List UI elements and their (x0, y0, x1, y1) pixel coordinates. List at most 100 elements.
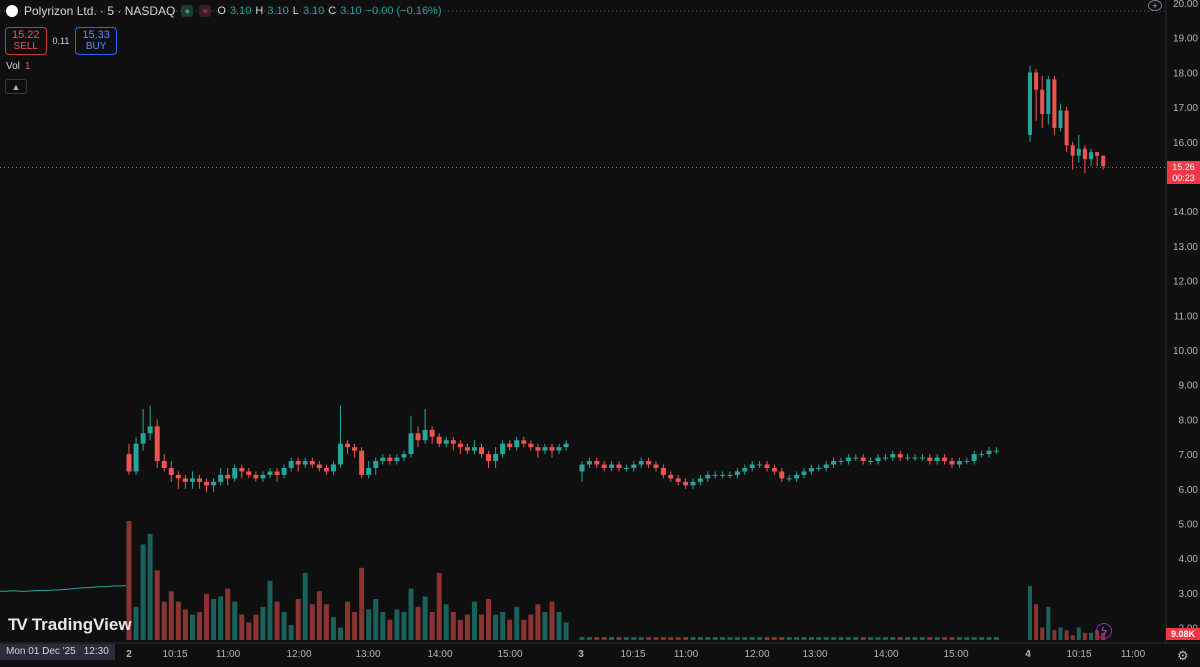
dec2-candle-body (486, 454, 492, 462)
time-tick-label: 10:15 (1066, 649, 1091, 660)
dec3-candle-body (845, 457, 851, 462)
dec3-candle-body (986, 450, 992, 455)
dec3-volume-bar (919, 637, 925, 640)
dec2-candle-body (295, 461, 301, 465)
dec3-candle-body (675, 478, 681, 482)
dec3-volume-bar (801, 637, 807, 640)
dec4-volume-bar (1064, 630, 1069, 640)
dec3-volume-bar (594, 637, 600, 640)
dec2-candle-body (387, 457, 393, 462)
dec2-candle-body (133, 443, 139, 472)
dec3-volume-bar (845, 637, 851, 640)
time-tick-label: 3 (578, 649, 584, 660)
dec3-volume-bar (934, 637, 940, 640)
chevron-up-icon[interactable]: ▲ (5, 79, 27, 94)
dec3-volume-bar (927, 637, 933, 640)
dec4-candle-body (1064, 110, 1069, 146)
symbol-title[interactable]: Polyrizon Ltd. · 5 · NASDAQ (24, 4, 176, 18)
dec2-candle-body (345, 443, 351, 448)
dec3-candle-body (579, 464, 585, 472)
dec2-volume-bar (500, 612, 506, 640)
price-change: −0.00 (−0.16%) (365, 5, 442, 17)
dec2-candle-body (182, 478, 188, 482)
price-tick-label: 7.00 (1179, 450, 1199, 461)
dec2-volume-bar (535, 604, 541, 640)
dec3-candle-body (882, 457, 888, 459)
dec2-volume-bar (168, 591, 174, 640)
market-open-icon[interactable]: ● (181, 5, 194, 17)
dec2-volume-bar (246, 622, 252, 640)
dec2-volume-bar (528, 614, 534, 640)
dec2-candle-body (528, 443, 534, 448)
dec3-volume-bar (623, 637, 629, 640)
time-tick-label: 10:15 (162, 649, 187, 660)
dec3-candle-body (905, 457, 911, 459)
dec3-candle-body (786, 478, 792, 480)
dec3-candle-body (771, 467, 777, 472)
tradingview-logo[interactable]: TV TradingView (8, 615, 132, 634)
price-tick-label: 20.00 (1173, 0, 1198, 10)
dec2-candle-body (161, 461, 167, 468)
gear-icon[interactable]: ⚙ (1177, 648, 1189, 663)
dec3-candle-body (934, 457, 940, 462)
dec3-volume-bar (905, 637, 911, 640)
dec2-volume-bar (493, 614, 499, 640)
dec2-candle-body (373, 461, 379, 468)
dec3-volume-bar (956, 637, 962, 640)
dec2-candle-body (239, 467, 245, 472)
dec4-volume-bar (1076, 627, 1081, 640)
dec3-candle-body (586, 461, 592, 465)
dec2-volume-bar (352, 612, 358, 640)
dec2-candle-body (246, 471, 252, 475)
price-tick-label: 16.00 (1173, 138, 1198, 149)
dec2-volume-bar (316, 591, 322, 640)
price-tick-label: 18.00 (1173, 68, 1198, 79)
dec2-candle-body (436, 436, 442, 444)
price-tick-label: 6.00 (1179, 485, 1199, 496)
time-tick-label: 11:00 (1121, 649, 1146, 660)
time-tick-label: 11:00 (216, 649, 241, 660)
dec2-volume-bar (225, 588, 231, 640)
dec3-volume-bar (727, 637, 733, 640)
dec4-candle-body (1028, 72, 1032, 135)
dec3-candle-body (749, 464, 755, 468)
dec2-candle-body (366, 467, 372, 475)
time-tick-label: 10:15 (620, 649, 645, 660)
dec3-volume-bar (964, 637, 970, 640)
volume-value-tag: 9.08K (1166, 628, 1200, 640)
dec2-volume-bar (359, 567, 365, 640)
dec3-candle-body (764, 464, 770, 468)
sell-button[interactable]: 15.22 SELL (5, 27, 47, 55)
dec3-candle-body (631, 464, 637, 468)
dec2-volume-bar (380, 612, 386, 640)
lightning-icon[interactable]: ϟ (1096, 623, 1112, 639)
volume-pane-label[interactable]: Vol 1 (6, 61, 31, 72)
dec3-candle-body (601, 464, 607, 468)
dec2-candle-body (140, 433, 146, 444)
buy-button[interactable]: 15.33 BUY (75, 27, 117, 55)
dec2-volume-bar (479, 614, 484, 640)
dec3-volume-bar (690, 637, 696, 640)
data-stream-icon[interactable]: ≈ (199, 5, 212, 17)
dec4-volume-bar (1089, 632, 1093, 640)
dec3-volume-bar (675, 637, 681, 640)
dec2-volume-bar (486, 599, 492, 640)
dec3-volume-bar (868, 637, 874, 640)
dec2-candle-body (359, 450, 365, 475)
dec4-candle-body (1095, 152, 1100, 156)
plus-icon[interactable]: + (1148, 0, 1162, 11)
dec2-candle-body (443, 440, 449, 444)
dec2-candle-body (302, 461, 308, 465)
dec4-candle-body (1040, 89, 1045, 115)
dec3-volume-bar (897, 637, 903, 640)
dec3-volume-bar (660, 637, 666, 640)
price-tick-label: 17.00 (1173, 103, 1198, 114)
price-tick-label: 19.00 (1173, 34, 1198, 45)
dec3-candle-body (919, 457, 925, 459)
dec3-volume-bar (638, 637, 644, 640)
dec3-candle-body (697, 478, 703, 482)
dec3-candle-body (690, 481, 696, 486)
dec4-candle-body (1101, 155, 1106, 167)
price-tick-label: 3.00 (1179, 589, 1199, 600)
